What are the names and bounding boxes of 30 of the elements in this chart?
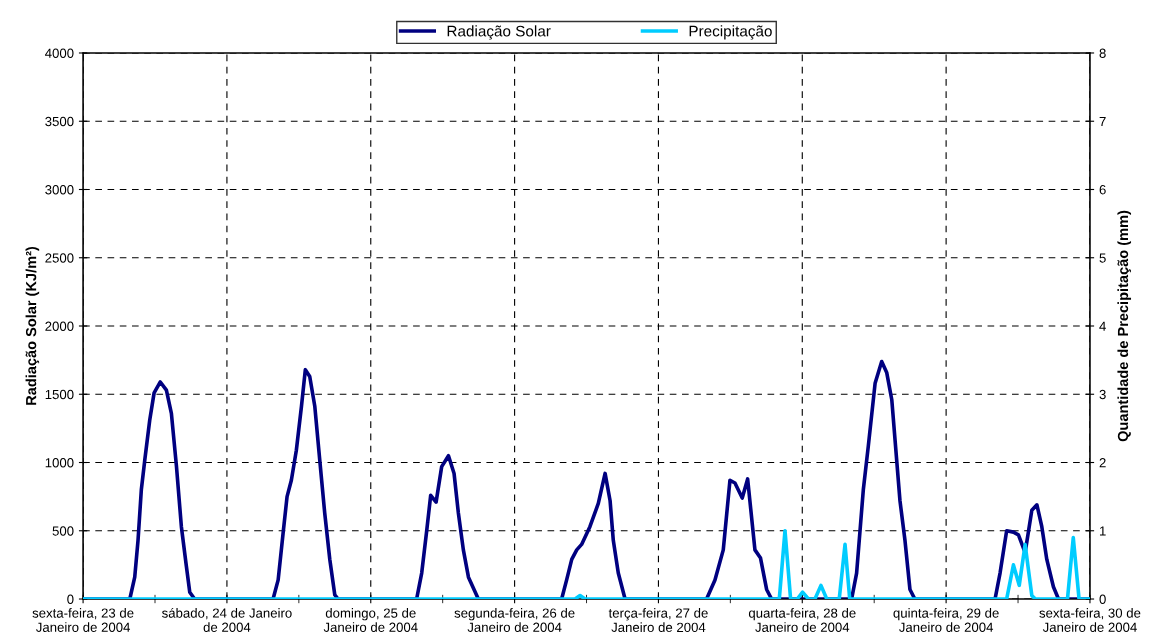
y-axis-title: Radiação Solar (KJ/m²) [25, 246, 40, 405]
y2-tick-label: 7 [1099, 116, 1106, 127]
y2-tick-label: 2 [1099, 458, 1106, 468]
y-tick-label: 1500 [45, 389, 74, 400]
y2-tick-label: 0 [1099, 594, 1106, 604]
y-tick-label: 3000 [45, 185, 74, 195]
y-tick-label: 500 [52, 526, 74, 536]
y-tick-label: 3500 [45, 116, 74, 127]
x-tick-label: sexta-feira, 23 de Janeiro de 2004 [32, 608, 134, 632]
x-tick-label: quinta-feira, 29 de Janeiro de 2004 [893, 608, 999, 632]
x-tick-label: terça-feira, 27 de Janeiro de 2004 [608, 608, 708, 633]
y-tick-label: 4000 [45, 48, 74, 58]
y-tick-label: 1000 [45, 458, 74, 468]
x-tick-label: sábado, 24 de Janeiro de 2004 [162, 607, 292, 632]
y2-axis-title: Quantidade de Precipitação (mm) [1117, 210, 1132, 442]
legend-label: Radiação Solar [447, 25, 551, 40]
x-tick-label: segunda-feira, 26 de Janeiro de 2004 [454, 608, 575, 632]
y2-tick-label: 1 [1099, 526, 1106, 536]
y2-tick-label: 3 [1099, 389, 1106, 400]
x-tick-label: quarta-feira, 28 de Janeiro de 2004 [748, 608, 856, 632]
y2-tick-label: 4 [1099, 321, 1106, 331]
legend-label: Precipitação [689, 25, 772, 40]
y-tick-label: 2000 [45, 321, 74, 331]
y-tick-label: 2500 [45, 253, 74, 263]
x-tick-label: sexta-feira, 30 de Janeiro de 2004 [1039, 608, 1141, 632]
y2-tick-label: 6 [1099, 185, 1106, 195]
x-tick-label: domingo, 25 de Janeiro de 2004 [323, 608, 418, 632]
y2-tick-label: 5 [1099, 253, 1106, 263]
y2-tick-label: 8 [1099, 48, 1106, 58]
y-tick-label: 0 [67, 594, 74, 604]
